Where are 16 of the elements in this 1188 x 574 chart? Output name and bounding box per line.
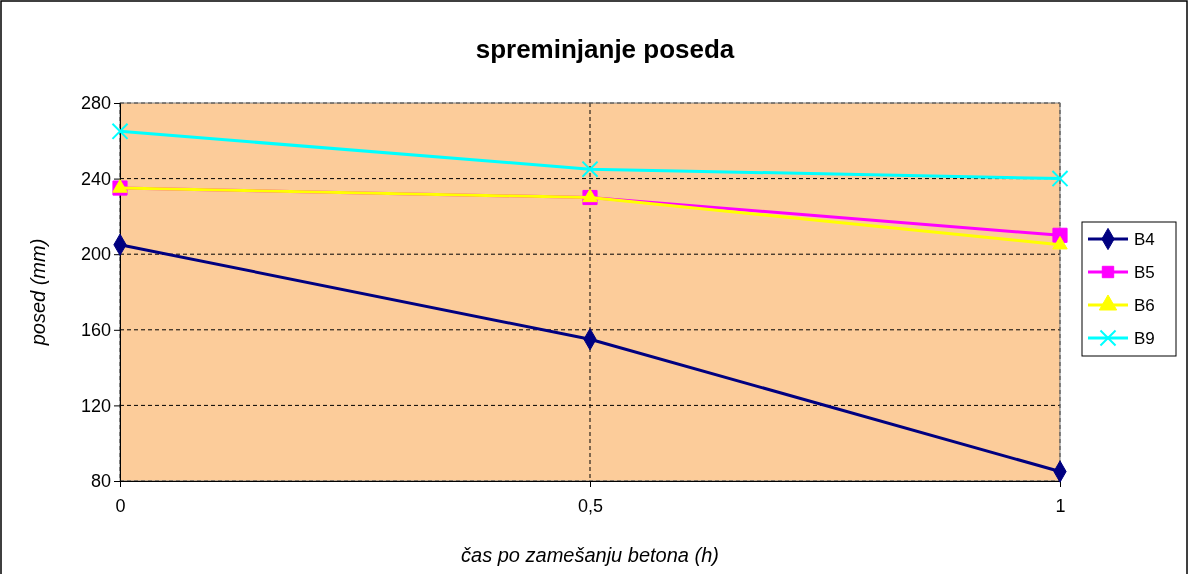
x-tick-label: 0,5 (577, 495, 604, 516)
y-tick-label: 120 (80, 395, 111, 416)
legend-label: B6 (1134, 296, 1155, 315)
x-tick-label: 1 (1055, 495, 1066, 516)
legend-label: B5 (1134, 263, 1155, 282)
y-tick-label: 200 (80, 244, 111, 265)
y-tick-label: 280 (80, 93, 111, 114)
x-tick-label: 0 (115, 495, 126, 516)
chart-title: spreminjanje poseda (475, 34, 735, 64)
y-tick-label: 240 (80, 168, 111, 189)
y-tick-label: 80 (90, 471, 111, 492)
legend-label: B9 (1134, 329, 1155, 348)
legend-label: B4 (1134, 230, 1155, 249)
y-tick-label: 160 (80, 320, 111, 341)
x-axis-title: čas po zamešanju betona (h) (461, 544, 719, 566)
y-axis-title: posed (mm) (27, 238, 49, 347)
